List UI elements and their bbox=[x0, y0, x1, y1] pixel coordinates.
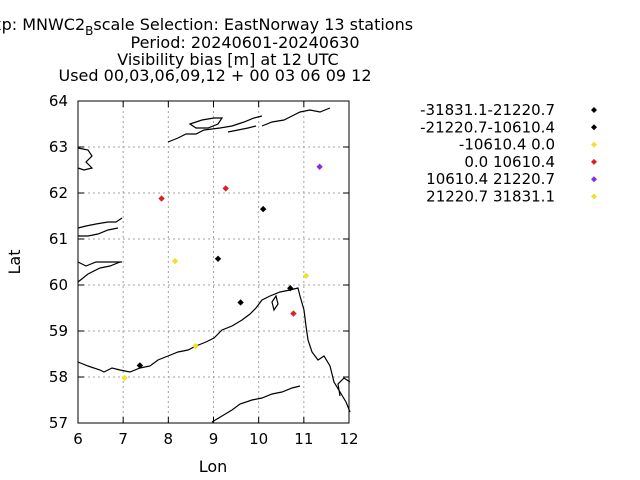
data-point bbox=[136, 362, 144, 369]
x-tick-label: 10 bbox=[249, 430, 268, 448]
data-point bbox=[192, 342, 199, 350]
x-tick-label: 8 bbox=[164, 430, 174, 448]
data-point bbox=[158, 195, 165, 202]
y-tick-label: 57 bbox=[49, 414, 68, 432]
data-point bbox=[302, 272, 310, 279]
y-tick-label: 63 bbox=[49, 138, 68, 156]
y-tick-label: 61 bbox=[49, 230, 68, 248]
y-tick-label: 60 bbox=[49, 276, 68, 294]
x-tick-label: 6 bbox=[73, 430, 83, 448]
title-line-4: Used 00,03,06,09,12 + 00 03 06 09 12 bbox=[59, 66, 372, 85]
legend-label: 0.0 10610.4 bbox=[464, 153, 555, 171]
legend-label: -31831.1-21220.7 bbox=[420, 101, 555, 119]
title-line-3: Visibility bias [m] at 12 UTC bbox=[117, 50, 338, 69]
legend-marker bbox=[591, 176, 597, 183]
legend: -31831.1-21220.7-21220.7-10610.4-10610.4… bbox=[420, 101, 597, 206]
legend-label: -21220.7-10610.4 bbox=[420, 118, 555, 136]
y-axis-label: Lat bbox=[5, 250, 24, 275]
data-points bbox=[121, 163, 323, 382]
data-point bbox=[214, 255, 222, 262]
y-tick-label: 62 bbox=[49, 184, 68, 202]
grid-lines bbox=[78, 101, 349, 423]
legend-marker bbox=[591, 107, 597, 113]
title-line-1: Exp: MNWC2Bscale Selection: EastNorway 1… bbox=[0, 15, 413, 38]
data-point bbox=[222, 185, 229, 192]
plot-area: 6 7 8 9 10 11 12 57 58 59 60 61 62 63 64 bbox=[49, 92, 359, 448]
legend-marker bbox=[591, 124, 597, 131]
data-point bbox=[121, 374, 128, 382]
legend-marker bbox=[591, 158, 597, 165]
y-axis-ticks: 57 58 59 60 61 62 63 64 bbox=[49, 92, 349, 432]
legend-marker bbox=[591, 193, 597, 200]
x-tick-label: 11 bbox=[294, 430, 313, 448]
x-axis-ticks: 6 7 8 9 10 11 12 bbox=[73, 101, 359, 448]
title-line-2: Period: 20240601-20240630 bbox=[130, 33, 359, 52]
x-tick-label: 7 bbox=[118, 430, 128, 448]
data-point bbox=[287, 285, 294, 292]
data-point bbox=[171, 257, 179, 265]
x-axis-label: Lon bbox=[199, 457, 228, 476]
y-tick-label: 58 bbox=[49, 368, 68, 386]
coastline-map bbox=[77, 107, 351, 423]
x-tick-label: 12 bbox=[339, 430, 358, 448]
x-tick-label: 9 bbox=[209, 430, 219, 448]
chart-title: Exp: MNWC2Bscale Selection: EastNorway 1… bbox=[0, 15, 413, 85]
y-tick-label: 59 bbox=[49, 322, 68, 340]
data-point bbox=[290, 310, 297, 317]
y-tick-label: 64 bbox=[49, 92, 68, 110]
legend-label: -10610.4 0.0 bbox=[459, 136, 555, 154]
data-point bbox=[316, 163, 323, 170]
data-point bbox=[259, 205, 267, 213]
legend-label: 10610.4 21220.7 bbox=[426, 170, 555, 188]
legend-marker bbox=[591, 141, 597, 148]
data-point bbox=[237, 299, 244, 306]
legend-label: 21220.7 31831.1 bbox=[426, 188, 555, 206]
